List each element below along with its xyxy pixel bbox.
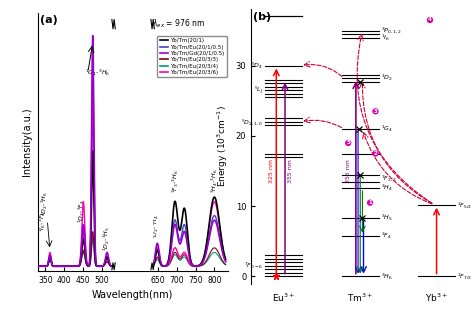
Text: $^3F_4$: $^3F_4$ — [381, 231, 392, 241]
Text: $^1I_6$: $^1I_6$ — [381, 32, 390, 43]
Text: $^1D_2$-$^3H_6$: $^1D_2$-$^3H_6$ — [40, 191, 50, 215]
Text: 355 nm: 355 nm — [288, 159, 293, 183]
Text: $^1D_2$-$^3F_4$: $^1D_2$-$^3F_4$ — [76, 199, 87, 223]
X-axis label: Wavelength(nm): Wavelength(nm) — [92, 290, 173, 300]
Text: 2: 2 — [374, 151, 377, 156]
Text: $^1D_2$-$^3H_5$: $^1D_2$-$^3H_5$ — [102, 226, 112, 251]
Bar — [113, 13, 152, 271]
Y-axis label: Intensity(a.u.): Intensity(a.u.) — [22, 107, 32, 176]
Text: $^1I_6$-$^3F_4$: $^1I_6$-$^3F_4$ — [38, 211, 48, 232]
Text: $^1G_4$-$^3H_6$: $^1G_4$-$^3H_6$ — [85, 67, 110, 78]
Y-axis label: Energy (10$^3$cm$^{-1}$): Energy (10$^3$cm$^{-1}$) — [216, 106, 230, 187]
Text: $^3H_5$: $^3H_5$ — [381, 213, 392, 223]
Text: 355 nm: 355 nm — [346, 159, 351, 183]
Text: $^5L_J$: $^5L_J$ — [254, 84, 264, 96]
Text: $^1G_4$: $^1G_4$ — [381, 124, 393, 134]
Text: $^3H_4$: $^3H_4$ — [381, 183, 392, 193]
Text: $^7F_{0-6}$: $^7F_{0-6}$ — [245, 261, 264, 271]
Text: $^1D_2$-$^3H_4$: $^1D_2$-$^3H_4$ — [151, 214, 161, 239]
Text: $^5D_{2,1,0}$: $^5D_{2,1,0}$ — [241, 117, 264, 127]
Text: $^1D_2$: $^1D_2$ — [381, 73, 392, 83]
Text: $\lambda_{ex}$ = 976 nm: $\lambda_{ex}$ = 976 nm — [152, 18, 205, 30]
Text: $^3P_{0,1,2}$: $^3P_{0,1,2}$ — [381, 26, 401, 35]
Text: $^3H_4$-$^3H_6$: $^3H_4$-$^3H_6$ — [210, 168, 220, 193]
Text: $^3F_3$-$^3H_6$: $^3F_3$-$^3H_6$ — [171, 169, 181, 193]
Text: 5: 5 — [346, 140, 350, 146]
Text: Yb$^{3+}$: Yb$^{3+}$ — [425, 292, 448, 304]
Text: 325 nm: 325 nm — [269, 159, 274, 183]
Text: (a): (a) — [40, 15, 57, 25]
Text: $^5D_4$: $^5D_4$ — [251, 60, 264, 71]
Legend: Yb/Tm(20/1), Yb/Tm/Eu(20/1/0.5), Yb/Tm/Gd(20/1/0.5), Yb/Tm/Eu(20/3/3), Yb/Tm/Eu(: Yb/Tm(20/1), Yb/Tm/Eu(20/1/0.5), Yb/Tm/G… — [157, 36, 227, 77]
Text: (b): (b) — [254, 12, 272, 22]
Text: 1: 1 — [368, 200, 372, 205]
Text: $^2F_{7/2}$: $^2F_{7/2}$ — [457, 272, 472, 281]
Text: 3: 3 — [374, 109, 377, 114]
Text: $^3H_6$: $^3H_6$ — [381, 272, 392, 282]
Text: Eu$^{3+}$: Eu$^{3+}$ — [272, 292, 296, 304]
Text: 4: 4 — [428, 18, 432, 22]
Text: $^2F_{5/2}$: $^2F_{5/2}$ — [457, 200, 472, 209]
Text: $^3F_{2,3}$: $^3F_{2,3}$ — [381, 173, 396, 183]
Text: Tm$^{3+}$: Tm$^{3+}$ — [347, 292, 374, 304]
